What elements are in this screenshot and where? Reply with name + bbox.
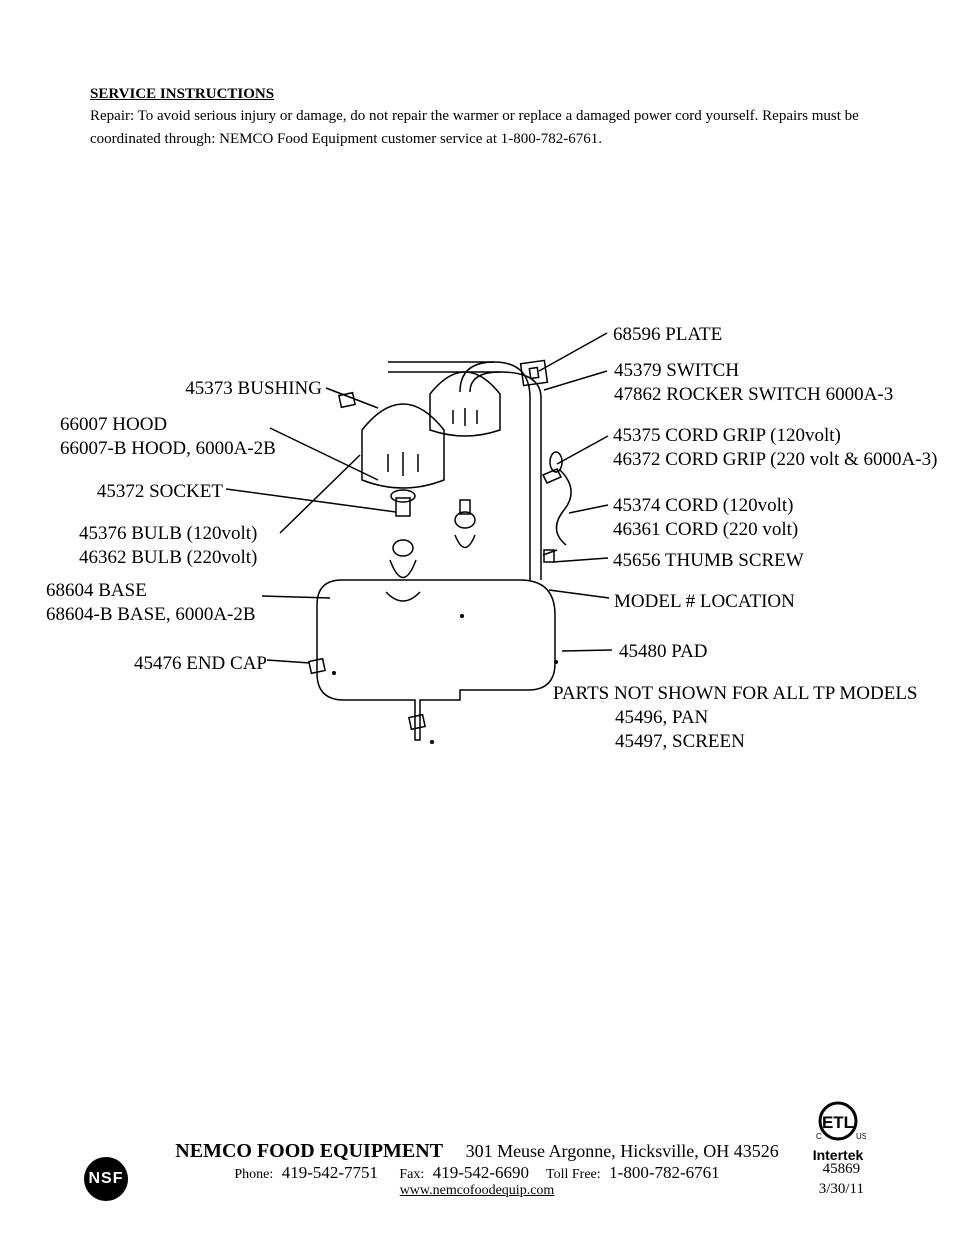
footer-fax: 419-542-6690	[433, 1163, 529, 1182]
footer-url: www.nemcofoodequip.com	[400, 1183, 555, 1198]
parts-drawing	[0, 0, 954, 1235]
callout-cord1: 45374 CORD (120volt)	[613, 494, 794, 518]
callout-cordgrip1: 45375 CORD GRIP (120volt)	[613, 424, 841, 448]
callout-thumb: 45656 THUMB SCREW	[613, 549, 804, 573]
service-instructions-body: Repair: To avoid serious injury or damag…	[90, 105, 864, 150]
callout-hood1: 66007 HOOD	[60, 413, 167, 437]
footer-doc-number: 45869	[819, 1160, 864, 1180]
callout-cord2: 46361 CORD (220 volt)	[613, 518, 798, 542]
callout-switch1: 45379 SWITCH	[614, 359, 739, 383]
callout-notshown: PARTS NOT SHOWN FOR ALL TP MODELS	[553, 682, 918, 706]
callout-socket: 45372 SOCKET	[73, 480, 223, 504]
footer-address: 301 Meuse Argonne, Hicksville, OH 43526	[466, 1141, 779, 1161]
callout-switch2: 47862 ROCKER SWITCH 6000A-3	[614, 383, 893, 407]
footer-tollfree-label: Toll Free:	[546, 1167, 601, 1182]
callout-base2: 68604-B BASE, 6000A-2B	[46, 603, 256, 627]
parts-diagram: 68596 PLATE 45379 SWITCH47862 ROCKER SWIT…	[0, 0, 954, 1235]
footer-phone: 419-542-7751	[282, 1163, 378, 1182]
callout-bushing: 45373 BUSHING	[162, 377, 322, 401]
footer-phone-label: Phone:	[234, 1167, 273, 1182]
footer-tollfree: 1-800-782-6761	[609, 1163, 719, 1182]
callout-base1: 68604 BASE	[46, 579, 147, 603]
svg-text:ETL: ETL	[822, 1113, 854, 1132]
callout-plate: 68596 PLATE	[613, 323, 722, 347]
callout-cordgrip2: 46372 CORD GRIP (220 volt & 6000A-3)	[613, 448, 937, 472]
callout-bulb1: 45376 BULB (120volt)	[79, 522, 257, 546]
callout-hood2: 66007-B HOOD, 6000A-2B	[60, 437, 276, 461]
callout-pad: 45480 PAD	[619, 640, 708, 664]
callout-model: MODEL # LOCATION	[614, 590, 795, 614]
callout-screen: 45497, SCREEN	[615, 730, 745, 754]
footer-company: NEMCO FOOD EQUIPMENT	[175, 1140, 443, 1162]
footer-fax-label: Fax:	[399, 1167, 424, 1182]
callout-pan: 45496, PAN	[615, 706, 708, 730]
service-instructions-heading: SERVICE INSTRUCTIONS	[90, 86, 864, 103]
callout-endcap: 45476 END CAP	[107, 652, 267, 676]
callout-bulb2: 46362 BULB (220volt)	[79, 546, 257, 570]
footer-date: 3/30/11	[819, 1180, 864, 1200]
page-footer: NEMCO FOOD EQUIPMENT 301 Meuse Argonne, …	[0, 1140, 954, 1199]
